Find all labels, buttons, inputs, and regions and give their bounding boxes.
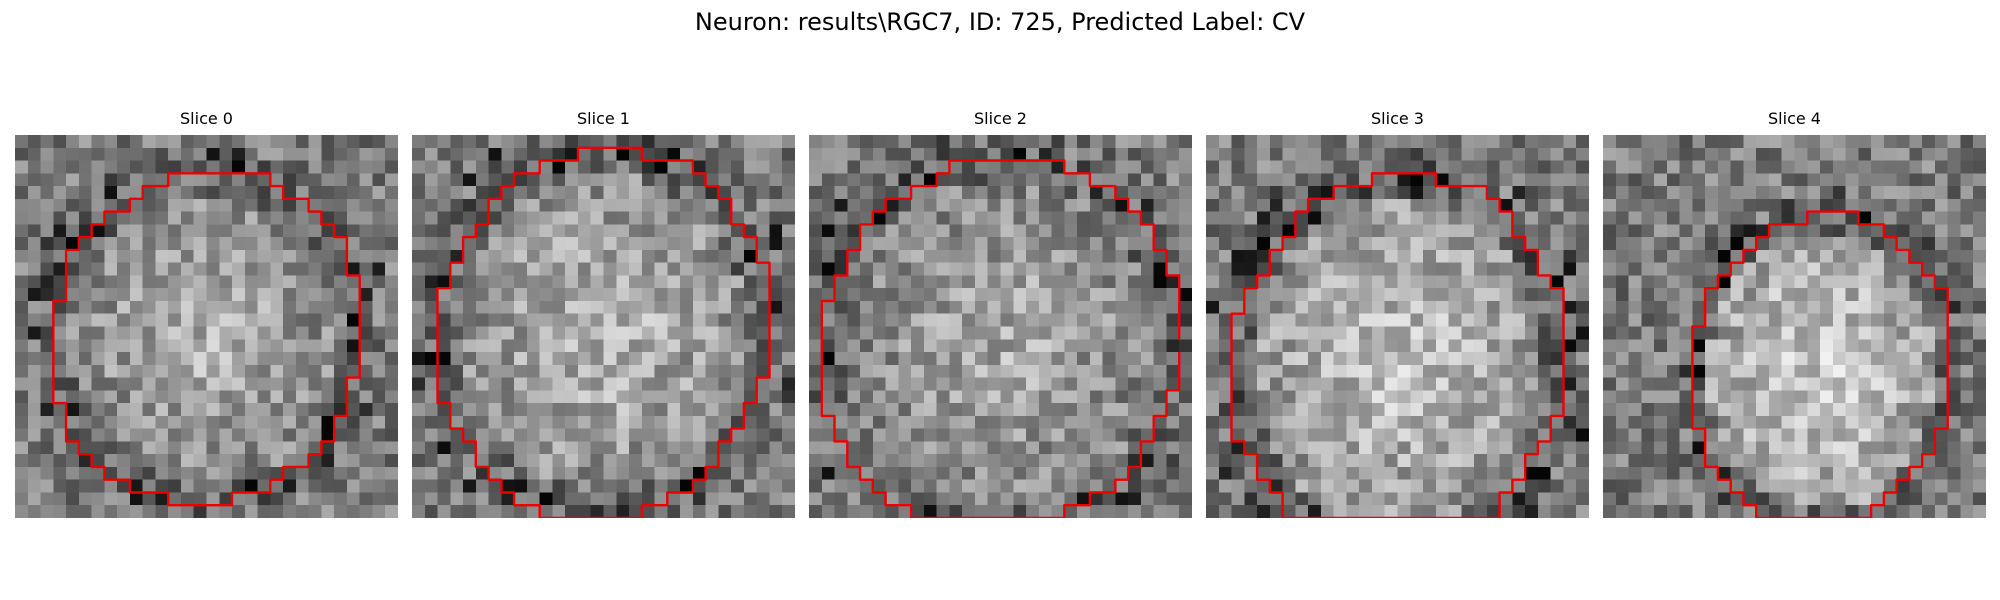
slice-title: Slice 0: [180, 109, 233, 128]
cell-contour: [436, 146, 771, 518]
cell-contour: [820, 159, 1181, 518]
slice-title: Slice 4: [1768, 109, 1821, 128]
pixel-grid: [412, 135, 795, 518]
slice-image: [809, 135, 1192, 518]
pixel-grid: [15, 135, 398, 518]
pixel-grid: [809, 135, 1192, 518]
slice-title: Slice 1: [577, 109, 630, 128]
slice-image: [15, 135, 398, 518]
cell-contour: [1230, 172, 1565, 518]
slice-image: [1206, 135, 1589, 518]
slice-image: [1603, 135, 1986, 518]
cell-contour: [52, 172, 361, 507]
slice-title: Slice 3: [1371, 109, 1424, 128]
slice-panel-1: Slice 1: [412, 109, 795, 519]
slice-title: Slice 2: [974, 109, 1027, 128]
pixel-grid: [1603, 135, 1986, 518]
slice-image: [412, 135, 795, 518]
slice-panel-2: Slice 2: [809, 109, 1192, 519]
figure-title: Neuron: results\RGC7, ID: 725, Predicted…: [694, 8, 1306, 36]
pixel-grid: [1206, 135, 1589, 518]
slice-panel-4: Slice 4: [1603, 109, 1986, 519]
cell-contour: [1691, 210, 1949, 518]
slice-panel-3: Slice 3: [1206, 109, 1589, 519]
slice-panel-0: Slice 0: [15, 109, 398, 519]
